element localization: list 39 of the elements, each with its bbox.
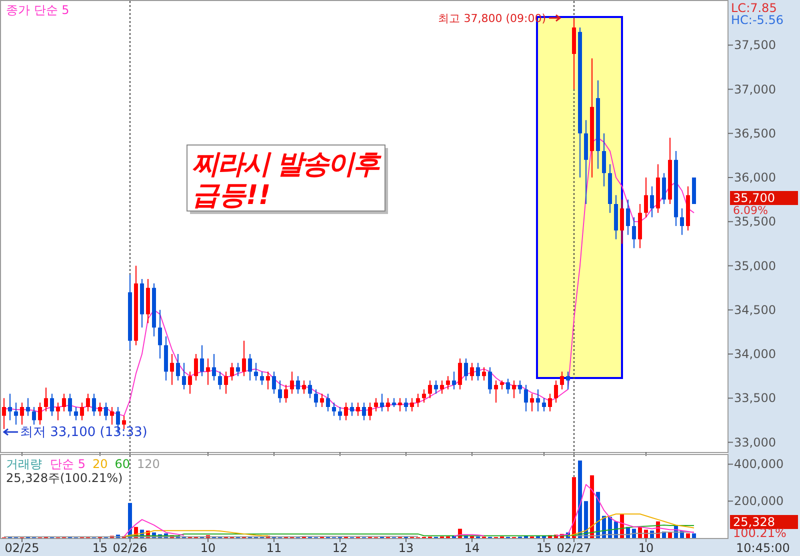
y-tick-label: 33,000 — [734, 435, 776, 450]
x-tick-label: 14 — [464, 541, 480, 555]
annotation: 25,328주(100.21%) — [6, 471, 123, 485]
x-tick-label: 12 — [332, 541, 348, 555]
text: 20 — [92, 457, 108, 471]
text: LC:7.85 — [731, 1, 777, 15]
y-tick-label: 34,500 — [734, 302, 776, 317]
text: 종가 단순 5 — [6, 3, 70, 17]
x-tick-label: 15 — [536, 541, 552, 555]
text: 100.21% — [733, 526, 786, 540]
y-tick-label: 36,500 — [734, 126, 776, 140]
text: 25,328 — [733, 515, 775, 529]
y-tick-label: 200,000 — [734, 494, 784, 508]
x-tick-label: 10 — [638, 541, 654, 555]
text: 6.09% — [733, 204, 768, 217]
x-tick-label: 02/26 — [112, 541, 148, 555]
y-tick-label: 36,000 — [734, 170, 776, 185]
x-tick-label: 02/27 — [556, 541, 592, 555]
y-tick-label: 34,000 — [734, 347, 776, 362]
annotation: 최저 33,100 (13:33) — [20, 425, 148, 440]
text: 단순 5 — [50, 457, 86, 471]
y-tick-label: 35,000 — [734, 258, 776, 273]
x-tick-label: 15 — [92, 541, 108, 555]
x-tick-label: 10 — [200, 541, 216, 555]
text: 10:45:00 — [736, 541, 790, 555]
text: 60 — [114, 457, 130, 471]
x-tick-label: 11 — [266, 541, 282, 555]
x-tick-label: 02/25 — [4, 541, 40, 555]
legend-title: 거래량 — [6, 457, 42, 471]
y-tick-label: 33,500 — [734, 391, 776, 406]
y-tick-label: 35,500 — [734, 214, 776, 229]
y-tick-label: 37,500 — [734, 38, 776, 52]
text: HC:-5.56 — [731, 13, 784, 27]
annotation: 찌라시 발송이후 급등!! — [192, 149, 382, 211]
x-tick-label: 13 — [398, 541, 414, 555]
y-tick-label: 400,000 — [734, 457, 784, 472]
text: 120 — [137, 457, 160, 471]
text: 35,700 — [733, 191, 775, 205]
y-tick-label: 37,000 — [734, 82, 776, 96]
